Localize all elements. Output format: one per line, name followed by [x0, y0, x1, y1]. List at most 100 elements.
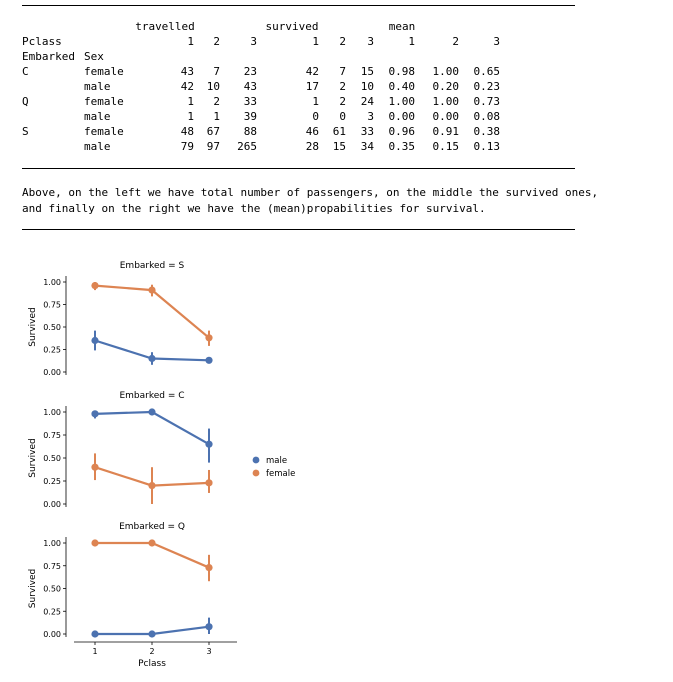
note-line-1: Above, on the left we have total number … — [22, 186, 599, 199]
data-point-female — [148, 482, 156, 490]
table-cell-mean: 0.40 — [388, 80, 416, 93]
table-cell-travelled: 43 — [180, 65, 194, 78]
data-point-female — [91, 463, 99, 471]
data-point-male — [205, 623, 213, 631]
table-cell-travelled: 23 — [243, 65, 257, 78]
middle-rule — [22, 168, 575, 169]
table-cell-survived: 28 — [305, 140, 319, 153]
row-embarked-label: S — [22, 125, 29, 138]
class-header: 3 — [493, 35, 500, 48]
y-tick-label: 1.00 — [43, 408, 61, 417]
table-cell-survived: 15 — [332, 140, 346, 153]
data-point-male — [205, 440, 213, 448]
table-cell-mean: 0.65 — [473, 65, 501, 78]
y-tick-label: 0.25 — [43, 477, 61, 486]
data-point-male — [148, 354, 156, 363]
group-header-survived: survived — [265, 20, 319, 33]
table-cell-survived: 61 — [332, 125, 346, 138]
table-cell-survived: 2 — [339, 80, 346, 93]
table-cell-mean: 0.91 — [432, 125, 460, 138]
table-cell-travelled: 1 — [187, 95, 194, 108]
table-cell-survived: 2 — [339, 95, 346, 108]
series-line-female — [95, 541, 210, 569]
y-tick-label: 0.00 — [43, 500, 61, 509]
table-cell-survived: 0 — [312, 110, 319, 123]
row-sex-label: female — [84, 95, 124, 108]
y-axis-label: Survived — [28, 569, 38, 609]
panel-title: Embarked = C — [119, 391, 184, 401]
table-cell-mean: 0.13 — [473, 140, 501, 153]
table-cell-mean: 0.23 — [473, 80, 501, 93]
y-tick-label: 0.00 — [43, 368, 61, 377]
table-cell-survived: 1 — [312, 95, 319, 108]
table-cell-travelled: 2 — [213, 95, 220, 108]
group-header-mean: mean — [388, 20, 416, 33]
data-point-female — [148, 539, 156, 547]
row-sex-label: male — [84, 110, 111, 123]
y-tick-label: 0.50 — [43, 454, 61, 463]
table-cell-travelled: 67 — [206, 125, 220, 138]
y-tick-label: 0.00 — [43, 630, 61, 639]
row-sex-label: female — [84, 125, 124, 138]
panel-title: Embarked = S — [120, 261, 185, 271]
table-cell-travelled: 42 — [180, 80, 194, 93]
class-header: 2 — [339, 35, 346, 48]
table-cell-survived: 17 — [305, 80, 319, 93]
series-line-male — [94, 410, 210, 446]
x-tick-label: 2 — [149, 647, 154, 656]
table-cell-mean: 0.15 — [432, 140, 460, 153]
pclass-header: Pclass — [22, 35, 62, 48]
row-sex-label: male — [84, 80, 111, 93]
data-point-female — [91, 539, 99, 547]
index-header-sex: Sex — [84, 50, 104, 63]
table-cell-survived: 42 — [305, 65, 319, 78]
table-cell-travelled: 1 — [187, 110, 194, 123]
y-tick-label: 0.50 — [43, 585, 61, 594]
row-sex-label: female — [84, 65, 124, 78]
table-cell-survived: 24 — [360, 95, 374, 108]
note-line-2: and finally on the right we have the (me… — [22, 202, 486, 215]
bottom-rule — [22, 229, 575, 230]
data-point-female — [205, 334, 213, 342]
table-cell-mean: 0.00 — [388, 110, 416, 123]
table-cell-survived: 7 — [339, 65, 346, 78]
data-point-female — [205, 563, 213, 572]
legend-marker-female — [252, 469, 260, 477]
table-cell-survived: 46 — [305, 125, 319, 138]
row-embarked-label: C — [22, 65, 29, 78]
data-point-female — [148, 286, 156, 294]
data-point-male — [205, 356, 213, 364]
table-cell-survived: 15 — [360, 65, 374, 78]
table-cell-travelled: 39 — [243, 110, 257, 123]
table-cell-mean: 1.00 — [432, 65, 460, 78]
class-header: 1 — [408, 35, 415, 48]
table-cell-survived: 10 — [360, 80, 374, 93]
y-tick-label: 0.25 — [43, 607, 61, 616]
table-cell-mean: 1.00 — [388, 95, 416, 108]
y-axis-label: Survived — [28, 438, 38, 478]
legend-label-male: male — [266, 456, 287, 466]
data-point-female — [91, 282, 99, 290]
table-cell-travelled: 265 — [237, 140, 257, 153]
class-header: 1 — [187, 35, 194, 48]
y-tick-label: 1.00 — [43, 278, 61, 287]
class-header: 2 — [452, 35, 459, 48]
row-sex-label: male — [84, 140, 111, 153]
table-cell-mean: 0.08 — [473, 110, 501, 123]
data-point-male — [148, 630, 156, 638]
table-cell-survived: 3 — [367, 110, 374, 123]
table-cell-mean: 0.38 — [473, 125, 501, 138]
y-tick-label: 0.75 — [43, 301, 61, 310]
data-point-male — [91, 630, 99, 638]
y-tick-label: 0.75 — [43, 431, 61, 440]
table-cell-travelled: 10 — [206, 80, 220, 93]
y-tick-label: 0.50 — [43, 323, 61, 332]
table-cell-travelled: 1 — [213, 110, 220, 123]
table-cell-survived: 34 — [360, 140, 374, 153]
y-tick-label: 1.00 — [43, 539, 61, 548]
class-header: 3 — [250, 35, 257, 48]
data-point-male — [91, 336, 99, 345]
top-rule — [22, 5, 575, 6]
y-tick-label: 0.25 — [43, 346, 61, 355]
